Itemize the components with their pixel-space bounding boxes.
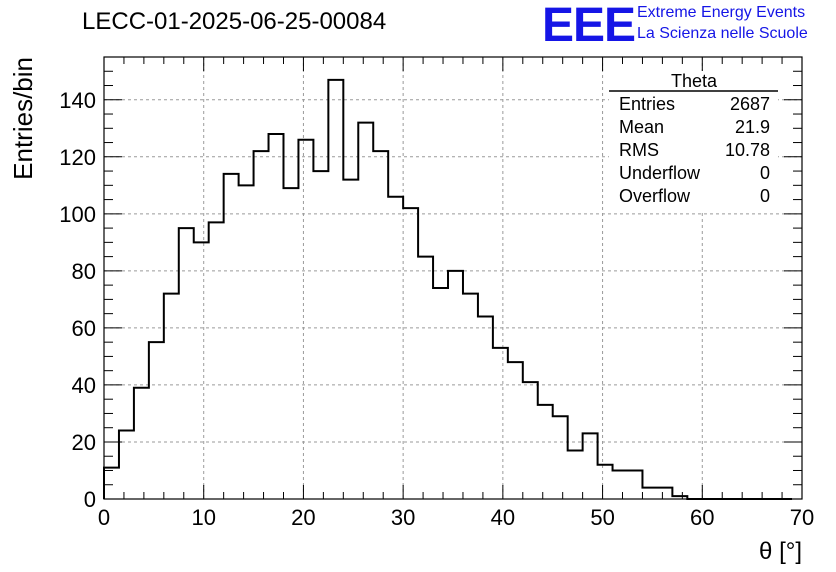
histogram-bin <box>493 348 508 499</box>
histogram-bin <box>134 388 149 499</box>
stats-label: Mean <box>619 117 664 137</box>
histogram-bin <box>657 488 672 499</box>
histogram-bin <box>209 222 224 499</box>
stats-label: RMS <box>619 140 659 160</box>
x-axis-label: θ [°] <box>759 538 802 565</box>
histogram-bin <box>164 294 179 499</box>
y-tick-label: 0 <box>84 487 96 512</box>
stats-box <box>609 71 778 211</box>
histogram-bin <box>373 151 388 499</box>
y-tick-label: 80 <box>72 259 96 284</box>
x-tick-label: 20 <box>291 505 315 530</box>
x-tick-label: 0 <box>98 505 110 530</box>
histogram-bin <box>508 362 523 499</box>
logo-line-1: Extreme Energy Events <box>637 4 806 21</box>
histogram-bin <box>553 416 568 499</box>
stats-value: 21.9 <box>735 117 770 137</box>
histogram-bin <box>269 134 284 499</box>
stats-value: 2687 <box>730 94 770 114</box>
histogram-bin <box>358 123 373 499</box>
histogram-bin <box>523 382 538 499</box>
histogram-bin <box>568 451 583 499</box>
stats-label: Overflow <box>619 186 691 206</box>
histogram-bin <box>179 228 194 499</box>
logo-line-2: La Scienza nelle Scuole <box>637 25 808 42</box>
stats-value: 0 <box>760 186 770 206</box>
histogram-bin <box>433 288 448 499</box>
stats-label: Entries <box>619 94 675 114</box>
histogram-bin <box>104 468 119 499</box>
histogram-bin <box>538 405 553 499</box>
histogram-bin <box>298 140 313 499</box>
histogram-bin <box>478 316 493 499</box>
histogram-bin <box>642 488 657 499</box>
x-tick-label: 60 <box>690 505 714 530</box>
histogram-bin <box>388 197 403 499</box>
histogram-bin <box>463 294 478 499</box>
histogram-bin <box>403 208 418 499</box>
eee-logo: EEE <box>542 0 636 52</box>
histogram-bin <box>119 431 134 499</box>
x-tick-label: 40 <box>491 505 515 530</box>
histogram-bin <box>598 465 613 499</box>
histogram-bin <box>628 470 643 499</box>
stats-value: 10.78 <box>725 140 770 160</box>
histogram-outline <box>103 78 793 500</box>
y-axis-label: Entries/bin <box>8 57 38 180</box>
histogram-bin <box>194 242 209 499</box>
histogram-bin <box>328 80 343 499</box>
histogram-bin <box>254 151 269 499</box>
histogram-bin <box>149 342 164 499</box>
histogram-bin <box>583 433 598 499</box>
histogram-bin <box>239 185 254 499</box>
y-tick-label: 120 <box>59 145 96 170</box>
histogram-bin <box>313 171 328 499</box>
y-tick-label: 40 <box>72 373 96 398</box>
histogram-bin <box>283 188 298 499</box>
y-tick-label: 100 <box>59 202 96 227</box>
x-tick-label: 70 <box>790 505 814 530</box>
histogram-bin <box>224 174 239 499</box>
x-tick-label: 10 <box>191 505 215 530</box>
stats-box-name: Theta <box>671 71 718 91</box>
histogram-bin <box>343 180 358 499</box>
chart-title: LECC-01-2025-06-25-00084 <box>82 8 387 35</box>
x-tick-label: 30 <box>391 505 415 530</box>
y-tick-label: 60 <box>72 316 96 341</box>
plot-frame <box>103 56 803 500</box>
y-tick-label: 20 <box>72 430 96 455</box>
x-tick-label: 50 <box>590 505 614 530</box>
histogram-bin <box>613 470 628 499</box>
stats-label: Underflow <box>619 163 701 183</box>
histogram-bin <box>418 257 433 499</box>
stats-value: 0 <box>760 163 770 183</box>
y-tick-label: 140 <box>59 88 96 113</box>
